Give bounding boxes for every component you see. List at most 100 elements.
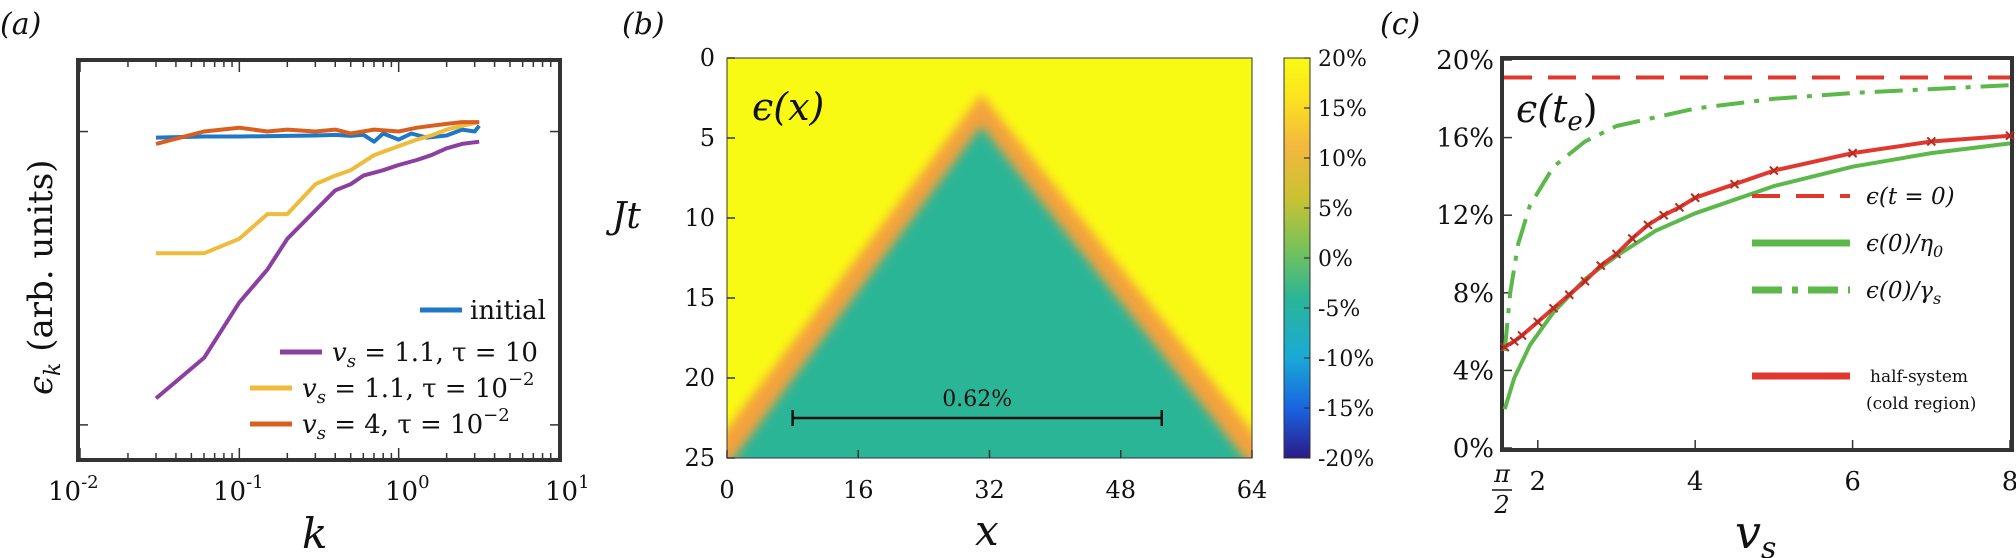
panel-c-frame [1500,56,2014,452]
ytick-label: 15 [684,284,715,312]
series-marker [1627,233,1637,244]
series-marker [1729,179,1740,189]
ytick-label: 0% [1453,434,1494,464]
panel-b-ticks: 0 16 32 48 64 0 5 10 15 20 25 [684,44,1267,504]
series-line-0 [155,124,481,144]
series-marker [1580,276,1590,286]
panel-c-legend: ϵ(t = 0) ϵ(0)/η0 ϵ(0)/γs half-system (co… [1752,184,1976,414]
panel-b-ylabel: Jt [605,196,641,237]
panel-a-ticks [79,62,558,458]
legend-label-initial: initial [470,296,546,326]
light-cone-interior [733,126,1245,458]
colorbar-tick-label: -20% [1318,447,1374,472]
colorbar-tick-label: -10% [1318,347,1374,372]
scale-bar: 0.62% [791,387,1164,426]
legend-label-half: half-system [1870,367,1968,387]
legend-label-dashed: ϵ(t = 0) [1866,184,1955,210]
heatmap-annotation: ϵ(x) [752,85,824,129]
series-marker [1509,336,1519,347]
xtick-label: 48 [1105,476,1136,504]
xtick-label: 32 [974,476,1005,504]
series-marker [2005,130,2015,141]
xtick-label: 16 [843,476,874,504]
series-marker [1500,342,1510,352]
colorbar-tick-label: 10% [1318,147,1367,172]
heatmap [727,58,1252,458]
series-marker [1674,202,1685,213]
xtick-label: 100 [385,472,430,507]
legend-label-half-sub: (cold region) [1866,394,1976,414]
series-line-1 [1502,141,2011,410]
panel-c: (c) 0% 4% 8% 12% 16% 20% 2 4 6 8 ϵ(te) π 2 vs ϵ(t… [1380,7,2016,558]
series-marker [1658,210,1669,220]
xtick-label-pi-over-2: π 2 [1492,460,1512,519]
series-marker [1926,136,1937,147]
ytick-label: 16% [1436,124,1494,154]
series-marker [1769,165,1779,176]
panel-c-xlabel: vs [1735,505,1776,558]
ytick-label: 5 [700,124,715,152]
panel-a: (a) 10-2 10-1 100 101 k ϵk (arb. units) … [0,7,590,558]
panel-c-lines [1500,75,2015,410]
panel-a-lines [154,120,481,400]
panel-a-xlabel: k [302,509,327,558]
series-marker [1643,220,1653,230]
colorbar-tick-label: -15% [1318,397,1374,422]
legend-label-yellow: vs = 1.1, τ = 10−2 [302,369,534,408]
series-marker [1847,148,1858,158]
ytick-label: 4% [1453,356,1494,386]
series-marker [1564,290,1574,300]
xtick-label: 6 [1844,467,1861,497]
panel-c-ticks: 0% 4% 8% 12% 16% 20% 2 4 6 8 [1436,46,2016,497]
panel-a-legend: initial vs = 1.1, τ = 10 vs = 1.1, τ = 1… [250,296,546,444]
series-marker [1517,330,1527,341]
ytick-label: 10 [684,204,715,232]
legend-label-eta: ϵ(0)/η0 [1866,231,1943,261]
ytick-label: 20 [684,364,715,392]
panel-c-annotation: ϵ(te) [1516,87,1598,137]
xtick-label: 0 [719,476,734,504]
colorbar-tick-label: 20% [1318,47,1367,72]
ytick-label: 20% [1436,46,1494,76]
panel-a-ylabel: ϵk (arb. units) [21,160,66,395]
panel-a-label: (a) [0,7,41,42]
xtick-label: 2 [1530,467,1547,497]
series-line-1 [154,139,480,400]
legend-label-gamma: ϵ(0)/γs [1866,278,1941,308]
series-line-2 [1502,83,2011,352]
panel-b-xlabel: x [975,506,999,555]
series-line-2 [156,120,480,256]
colorbar-tick-label: 5% [1318,197,1353,222]
svg-text:2: 2 [1493,491,1509,519]
series-marker [1548,303,1559,314]
ytick-label: 25 [684,444,715,472]
colorbar-ticks: 20% 15% 10% 5% 0% -5% -10% -15% -20% [1304,47,1374,472]
colorbar-tick-label: 0% [1318,247,1353,272]
series-marker [1611,249,1622,259]
svg-text:π: π [1493,460,1511,488]
panel-b-label: (b) [622,7,665,42]
legend-label-orange: vs = 4, τ = 10−2 [302,405,510,444]
colorbar-tick-label: -5% [1318,297,1360,322]
series-marker [1690,193,1700,203]
panel-a-frame [76,58,562,462]
xtick-label: 8 [2002,467,2016,497]
xtick-label: 64 [1237,476,1268,504]
legend-label-purple: vs = 1.1, τ = 10 [332,338,538,372]
series-marker [1596,260,1606,271]
series-line-3 [155,120,480,146]
xtick-label: 101 [545,472,590,507]
xtick-label: 10-2 [48,472,99,507]
panel-a-xtick-labels: 10-2 10-1 100 101 [48,472,590,507]
xtick-label: 4 [1687,467,1704,497]
ytick-label: 8% [1453,279,1494,309]
xtick-label: 10-1 [213,472,264,507]
series-marker [1533,317,1543,327]
colorbar-tick-label: 15% [1318,97,1367,122]
ytick-label: 0 [700,44,715,72]
ytick-label: 12% [1436,201,1494,231]
scale-bar-label: 0.62% [942,387,1012,412]
panel-c-label: (c) [1380,7,1420,42]
